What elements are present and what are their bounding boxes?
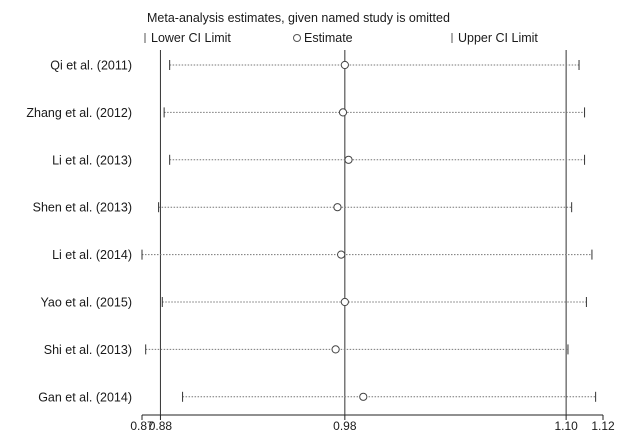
estimate-marker: [337, 250, 346, 259]
chart-title: Meta-analysis estimates, given named stu…: [147, 11, 450, 25]
legend-lower-label: Lower CI Limit: [151, 31, 231, 45]
study-label: Shi et al. (2013): [44, 343, 132, 357]
estimate-marker: [331, 345, 340, 354]
study-label: Li et al. (2014): [52, 248, 132, 262]
estimate-marker: [340, 297, 349, 307]
estimate-marker: [333, 203, 342, 212]
estimate-marker: [340, 60, 349, 70]
legend-upper-label: Upper CI Limit: [458, 31, 538, 45]
x-tick-label: 0.98: [333, 419, 357, 433]
study-label: Shen et al. (2013): [33, 201, 132, 215]
study-label: Qi et al. (2011): [50, 59, 132, 73]
estimate-marker: [338, 108, 348, 117]
x-tick-label: 0.87: [130, 419, 154, 433]
study-label: Gan et al. (2014): [38, 390, 132, 404]
legend-estimate-marker: [293, 34, 301, 42]
plot-area: 0.870.88 0.98 1.10 1.12 Qi et al. (2011) Zhan…: [26, 50, 615, 433]
x-tick-label: 0.88: [149, 419, 173, 433]
x-tick-label: 1.12: [591, 419, 615, 433]
study-label: Zhang et al. (2012): [26, 106, 132, 120]
study-label: Yao et al. (2015): [41, 296, 133, 310]
estimate-marker: [359, 392, 368, 401]
estimate-marker: [344, 155, 353, 164]
legend: Lower CI Limit Estimate Upper CI Limit: [144, 31, 538, 45]
legend-estimate-label: Estimate: [304, 31, 353, 45]
x-tick-label: 1.10: [554, 419, 578, 433]
study-label: Li et al. (2013): [52, 153, 132, 167]
